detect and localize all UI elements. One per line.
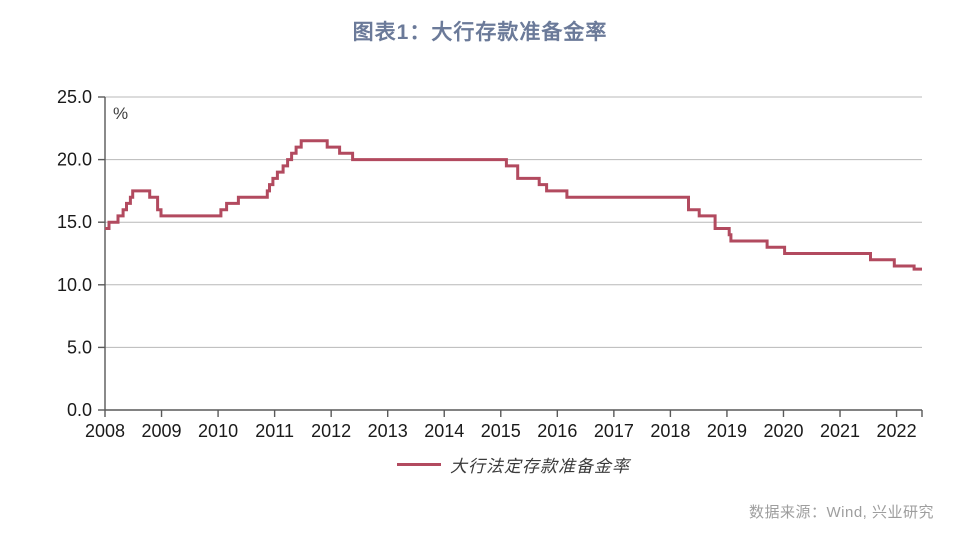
x-tick-label: 2017 (594, 421, 634, 441)
rrr-step-line (105, 139, 922, 271)
x-tick-label: 2012 (311, 421, 351, 441)
x-tick-label: 2019 (707, 421, 747, 441)
y-tick-label: 20.0 (57, 150, 92, 170)
x-tick-label: 2021 (820, 421, 860, 441)
x-tick-label: 2020 (763, 421, 803, 441)
x-tick-label: 2018 (650, 421, 690, 441)
y-tick-label: 15.0 (57, 212, 92, 232)
legend: 大行法定存款准备金率 (105, 452, 922, 477)
x-tick-label: 2008 (85, 421, 125, 441)
y-tick-label: 25.0 (57, 87, 92, 107)
x-tick-label: 2009 (142, 421, 182, 441)
x-tick-label: 2010 (198, 421, 238, 441)
y-tick-label: 0.0 (67, 400, 92, 420)
x-tick-label: 2016 (537, 421, 577, 441)
chart-title: 图表1：大行存款准备金率 (352, 21, 608, 44)
x-tick-label: 2022 (877, 421, 917, 441)
y-tick-label: 5.0 (67, 337, 92, 357)
x-tick-label: 2015 (481, 421, 521, 441)
y-tick-label: 10.0 (57, 275, 92, 295)
legend-line-swatch (397, 463, 441, 466)
data-source-note: 数据来源：Wind, 兴业研究 (748, 504, 934, 521)
legend-label: 大行法定存款准备金率 (450, 457, 630, 477)
x-tick-label: 2013 (368, 421, 408, 441)
x-tick-label: 2014 (424, 421, 464, 441)
x-tick-label: 2011 (255, 421, 294, 441)
y-axis-unit-label: % (113, 104, 129, 123)
